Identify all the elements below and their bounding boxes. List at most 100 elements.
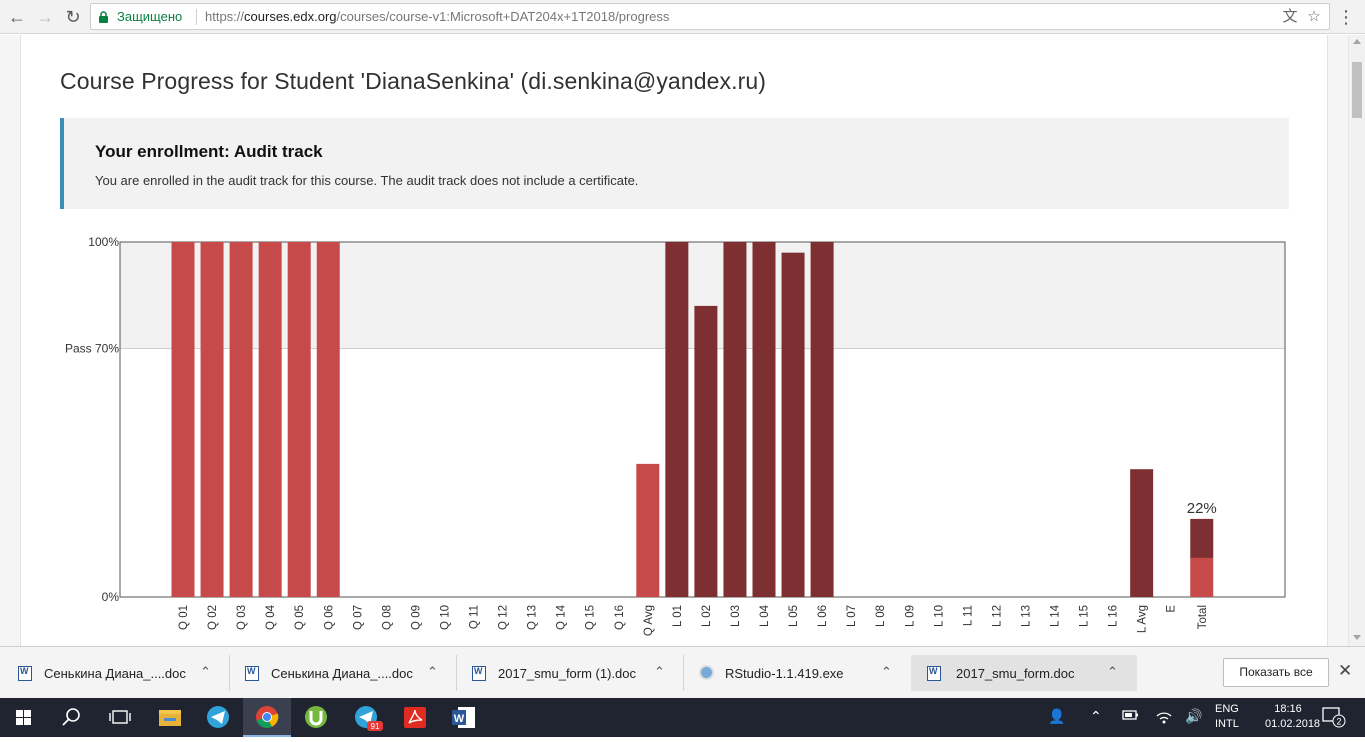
close-icon[interactable]: ✕ xyxy=(1338,661,1353,680)
x-tick-label: Q 16 xyxy=(614,605,626,630)
y-tick-label: Pass 70% xyxy=(65,342,119,356)
bar-q-04 xyxy=(258,242,282,597)
folder-icon xyxy=(159,710,181,726)
x-tick-label: L 02 xyxy=(701,605,713,627)
word-doc-icon xyxy=(245,666,259,681)
search-button[interactable] xyxy=(48,698,96,737)
search-icon xyxy=(62,708,80,726)
scroll-up-arrow-icon[interactable] xyxy=(1353,39,1361,44)
bar-q-avg xyxy=(636,463,660,597)
x-tick-label: Q 01 xyxy=(178,605,190,630)
download-divider xyxy=(456,655,457,691)
page-title: Course Progress for Student 'DianaSenkin… xyxy=(60,68,766,94)
address-bar[interactable]: Защищено https://courses.edx.org/courses… xyxy=(90,3,1330,30)
x-tick-label: L 16 xyxy=(1108,605,1120,627)
task-view-icon xyxy=(109,710,131,724)
x-tick-label: Total xyxy=(1197,605,1209,629)
lock-icon xyxy=(99,11,108,23)
scroll-thumb[interactable] xyxy=(1352,62,1362,118)
volume-icon[interactable]: 🔊 xyxy=(1185,708,1203,724)
battery-icon[interactable] xyxy=(1122,708,1140,725)
scroll-down-arrow-icon[interactable] xyxy=(1353,635,1361,640)
chevron-up-icon[interactable]: ⌃ xyxy=(427,664,438,679)
notifications-button[interactable]: 2 xyxy=(1322,706,1346,731)
bar-total xyxy=(1190,518,1214,558)
browser-menu-icon[interactable]: ⋮ xyxy=(1337,7,1355,27)
x-tick-label: Q 09 xyxy=(410,605,422,630)
download-filename: Сенькина Диана_....doc xyxy=(271,666,413,681)
show-all-downloads-button[interactable]: Показать все xyxy=(1223,658,1329,687)
x-tick-label: L 04 xyxy=(759,604,771,627)
security-label: Защищено xyxy=(117,9,183,24)
system-clock[interactable]: 18:16 01.02.2018 xyxy=(1265,703,1321,730)
utorrent-button[interactable] xyxy=(292,698,340,737)
download-filename: RStudio-1.1.419.exe xyxy=(725,666,844,681)
x-tick-label: L 13 xyxy=(1020,605,1032,627)
x-tick-label: L Avg xyxy=(1137,605,1149,633)
x-tick-label: Q 08 xyxy=(381,605,393,630)
bar-l-avg xyxy=(1130,469,1154,597)
word-doc-icon xyxy=(472,666,486,681)
translate-icon[interactable]: 文 xyxy=(1282,8,1298,25)
y-tick-label: 0% xyxy=(102,590,120,604)
chevron-up-icon[interactable]: ⌃ xyxy=(1107,664,1118,679)
bar-l-06 xyxy=(810,242,834,597)
download-item[interactable]: 2017_smu_form.doc ⌃ xyxy=(911,655,1137,691)
download-item[interactable]: 2017_smu_form (1).doc ⌃ xyxy=(462,655,682,691)
task-view-button[interactable] xyxy=(96,698,144,737)
reload-icon[interactable]: ↻ xyxy=(65,7,81,27)
x-tick-label: Q 04 xyxy=(265,604,277,630)
download-item[interactable]: RStudio-1.1.419.exe ⌃ xyxy=(689,655,909,691)
file-explorer-button[interactable] xyxy=(146,698,194,737)
enrollment-text: You are enrolled in the audit track for … xyxy=(95,173,639,188)
chevron-up-icon[interactable]: ⌃ xyxy=(654,664,665,679)
download-item[interactable]: Сенькина Диана_....doc ⌃ xyxy=(235,655,455,691)
download-divider xyxy=(683,655,684,691)
telegram-button[interactable] xyxy=(194,698,242,737)
x-tick-label: Q 05 xyxy=(294,605,306,630)
bar-l-03 xyxy=(723,242,747,597)
installer-icon xyxy=(699,665,714,680)
x-tick-label: L 03 xyxy=(730,605,742,627)
word-icon: W xyxy=(452,707,475,728)
download-filename: 2017_smu_form.doc xyxy=(956,666,1075,681)
notification-icon: 2 xyxy=(1322,707,1346,728)
forward-arrow-icon[interactable]: → xyxy=(36,7,54,27)
bar-l-01 xyxy=(665,242,689,597)
windows-logo-icon xyxy=(16,710,31,725)
progress-chart: 100% Pass 70% 0% Q 01 Q 02 Q 03 Q 04 Q 05 Q 06 Q … xyxy=(65,235,1286,636)
wifi-icon[interactable] xyxy=(1155,708,1173,727)
x-tick-label: L 12 xyxy=(991,605,1003,627)
chevron-up-icon[interactable]: ⌃ xyxy=(1090,708,1102,724)
word-button[interactable]: W xyxy=(440,698,488,737)
download-filename: Сенькина Диана_....doc xyxy=(44,666,186,681)
download-shelf: Сенькина Диана_....doc ⌃ Сенькина Диана_… xyxy=(0,646,1365,698)
utorrent-icon xyxy=(305,706,327,728)
chrome-button[interactable] xyxy=(243,698,291,737)
telegram-icon: 91 xyxy=(355,706,383,731)
start-button[interactable] xyxy=(0,698,48,737)
bar-l-02 xyxy=(694,305,718,597)
people-icon[interactable]: 👤 xyxy=(1048,708,1066,724)
x-tick-label: Q 12 xyxy=(498,605,510,630)
page-scrollbar[interactable] xyxy=(1348,35,1365,646)
chevron-up-icon[interactable]: ⌃ xyxy=(200,664,211,679)
bar-q-05 xyxy=(287,242,311,597)
x-tick-label: Q Avg xyxy=(643,605,655,636)
bar-q-03 xyxy=(229,242,253,597)
telegram-unread-button[interactable]: 91 xyxy=(342,698,390,737)
input-language[interactable]: ENG INTL xyxy=(1215,703,1239,730)
address-divider xyxy=(196,9,197,25)
back-arrow-icon[interactable]: ← xyxy=(8,7,26,27)
x-tick-label: L 15 xyxy=(1079,605,1091,627)
url-text[interactable]: https://courses.edx.org/courses/course-v… xyxy=(205,9,670,24)
acrobat-button[interactable] xyxy=(391,698,439,737)
download-filename: 2017_smu_form (1).doc xyxy=(498,666,637,681)
x-tick-label: Q 10 xyxy=(439,605,451,630)
bar-q-02 xyxy=(200,242,224,597)
download-item[interactable]: Сенькина Диана_....doc ⌃ xyxy=(8,655,228,691)
chevron-up-icon[interactable]: ⌃ xyxy=(881,664,892,679)
pdf-icon xyxy=(404,707,426,728)
download-divider xyxy=(229,655,230,691)
bookmark-star-icon[interactable]: ☆ xyxy=(1307,8,1321,25)
